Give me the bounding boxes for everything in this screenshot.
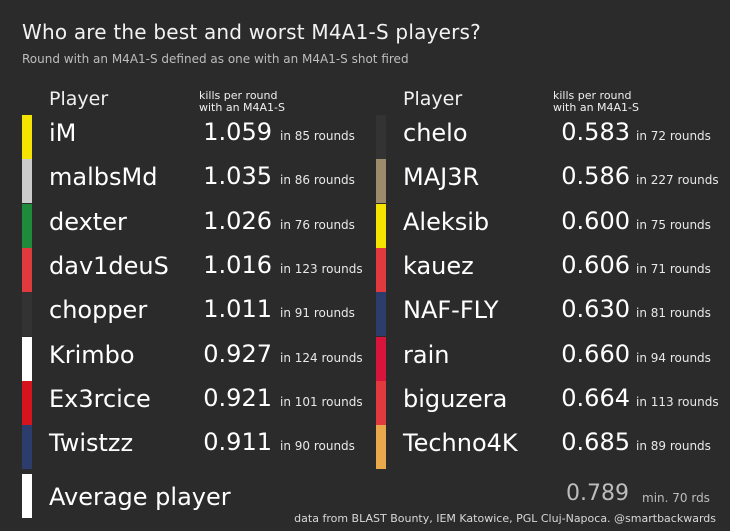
player-name: kauez	[403, 251, 474, 280]
team-color-bar	[376, 292, 386, 337]
rounds-count: in 81 rounds	[636, 306, 711, 321]
team-color-bar	[376, 159, 386, 204]
average-kpr-value: 0.789	[566, 481, 629, 506]
team-color-bar	[376, 115, 386, 159]
player-row: malbsMd 1.035 in 86 rounds	[22, 159, 362, 204]
kills-per-round-value: 0.664	[561, 383, 630, 412]
team-color-bar	[22, 292, 32, 337]
average-player-label: Average player	[49, 483, 231, 511]
player-name: Aleksib	[403, 207, 490, 236]
player-name: Techno4K	[403, 429, 518, 458]
best-metric-header: kills per round with an M4A1-S	[199, 89, 286, 114]
rounds-count: in 72 rounds	[636, 129, 711, 143]
player-name: Krimbo	[49, 340, 135, 369]
team-color-bar	[376, 203, 386, 248]
player-row: iM 1.059 in 85 rounds	[22, 115, 362, 159]
player-row: Twistzz 0.911 in 90 rounds	[22, 425, 362, 470]
rounds-count: in 101 rounds	[280, 394, 363, 409]
player-row: Aleksib 0.600 in 75 rounds	[376, 203, 716, 248]
player-row: biguzera 0.664 in 113 rounds	[376, 380, 719, 425]
rounds-count: in 94 rounds	[636, 350, 711, 365]
player-row: Krimbo 0.927 in 124 rounds	[22, 336, 363, 381]
player-row: rain 0.660 in 94 rounds	[376, 336, 716, 381]
rounds-count: in 123 rounds	[280, 261, 363, 276]
rounds-count: in 86 rounds	[280, 173, 355, 188]
player-row: chopper 1.011 in 91 rounds	[22, 292, 362, 337]
team-color-bar	[376, 247, 386, 292]
average-color-bar	[22, 474, 32, 518]
team-color-bar	[22, 425, 32, 470]
team-color-bar	[22, 203, 32, 248]
kills-per-round-value: 0.606	[561, 250, 630, 279]
rounds-count: in 113 rounds	[636, 394, 719, 409]
kills-per-round-value: 1.011	[203, 295, 272, 324]
player-name: MAJ3R	[403, 163, 480, 192]
player-row: Techno4K 0.685 in 89 rounds	[376, 425, 716, 470]
player-name: biguzera	[403, 384, 508, 413]
player-row: NAF-FLY 0.630 in 81 rounds	[376, 292, 716, 337]
rounds-count: in 85 rounds	[280, 129, 355, 143]
player-name: chopper	[49, 296, 148, 325]
rounds-count: in 124 rounds	[280, 350, 363, 365]
chart-subtitle: Round with an M4A1-S defined as one with…	[22, 52, 409, 66]
team-color-bar	[22, 380, 32, 425]
kills-per-round-value: 0.685	[561, 428, 630, 457]
player-name: chelo	[403, 119, 468, 147]
player-row: MAJ3R 0.586 in 227 rounds	[376, 159, 719, 204]
rounds-count: in 76 rounds	[280, 217, 355, 232]
kills-per-round-value: 1.035	[203, 162, 272, 191]
player-name: Ex3rcice	[49, 384, 151, 413]
kills-per-round-value: 0.600	[561, 206, 630, 235]
player-name: malbsMd	[49, 163, 158, 192]
chart-title: Who are the best and worst M4A1-S player…	[22, 20, 481, 44]
kills-per-round-value: 0.927	[203, 339, 272, 368]
kills-per-round-value: 0.586	[561, 162, 630, 191]
team-color-bar	[376, 425, 386, 470]
player-name: dexter	[49, 207, 127, 236]
player-row: dav1deuS 1.016 in 123 rounds	[22, 247, 363, 292]
team-color-bar	[22, 159, 32, 204]
player-name: rain	[403, 340, 450, 369]
player-name: iM	[49, 119, 77, 147]
team-color-bar	[22, 115, 32, 159]
rounds-count: in 90 rounds	[280, 439, 355, 454]
rounds-count: in 89 rounds	[636, 439, 711, 454]
team-color-bar	[376, 380, 386, 425]
data-source-footer: data from BLAST Bounty, IEM Katowice, PG…	[294, 512, 716, 525]
team-color-bar	[376, 336, 386, 381]
average-min-rounds-note: min. 70 rds	[642, 491, 710, 505]
team-color-bar	[22, 247, 32, 292]
rounds-count: in 91 rounds	[280, 306, 355, 321]
kills-per-round-value: 0.660	[561, 339, 630, 368]
player-name: Twistzz	[49, 429, 134, 458]
player-name: NAF-FLY	[403, 296, 499, 325]
worst-metric-header: kills per round with an M4A1-S	[553, 89, 640, 114]
player-row: Ex3rcice 0.921 in 101 rounds	[22, 380, 363, 425]
kills-per-round-value: 0.921	[203, 383, 272, 412]
worst-player-header: Player	[403, 88, 463, 110]
kills-per-round-value: 0.583	[561, 118, 630, 146]
player-name: dav1deuS	[49, 251, 169, 280]
rounds-count: in 227 rounds	[636, 173, 719, 188]
kills-per-round-value: 1.059	[203, 118, 272, 146]
kills-per-round-value: 1.016	[203, 250, 272, 279]
kills-per-round-value: 1.026	[203, 206, 272, 235]
team-color-bar	[22, 336, 32, 381]
player-row: dexter 1.026 in 76 rounds	[22, 203, 362, 248]
rounds-count: in 75 rounds	[636, 217, 711, 232]
kills-per-round-value: 0.630	[561, 295, 630, 324]
kills-per-round-value: 0.911	[203, 428, 272, 457]
rounds-count: in 71 rounds	[636, 261, 711, 276]
player-row: kauez 0.606 in 71 rounds	[376, 247, 716, 292]
best-player-header: Player	[49, 88, 109, 110]
player-row: chelo 0.583 in 72 rounds	[376, 115, 716, 159]
